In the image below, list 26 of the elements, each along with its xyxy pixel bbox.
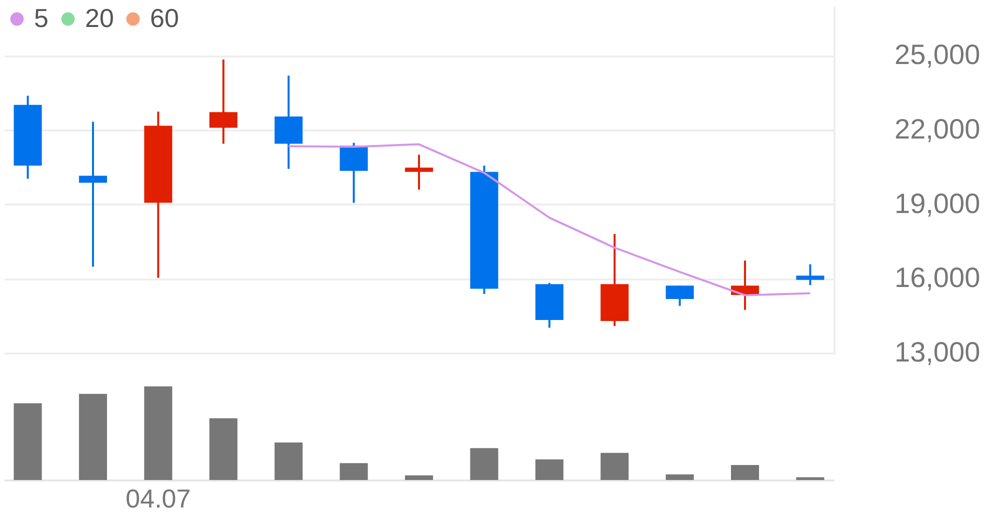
x-tick-label: 04.07 xyxy=(126,484,191,514)
bar xyxy=(404,475,434,480)
bar xyxy=(340,463,368,480)
candlestick xyxy=(796,263,824,286)
bar xyxy=(209,418,238,480)
line-series xyxy=(288,143,812,296)
bar xyxy=(666,474,694,480)
y-tick-label: 22,000 xyxy=(894,113,980,144)
bar xyxy=(470,448,498,480)
bar xyxy=(78,394,108,480)
legend-label: 20 xyxy=(85,3,114,33)
candlestick xyxy=(78,120,108,268)
bar xyxy=(14,403,42,480)
bar xyxy=(796,477,824,480)
bar xyxy=(600,452,629,480)
bar xyxy=(535,459,564,480)
bar xyxy=(730,465,760,480)
y-tick-label: 19,000 xyxy=(894,188,980,219)
candlestick xyxy=(404,154,434,191)
bar xyxy=(144,386,172,480)
y-tick-label: 25,000 xyxy=(894,39,980,70)
legend-label: 60 xyxy=(150,3,179,33)
bar xyxy=(274,442,303,480)
legend-label: 5 xyxy=(34,3,48,33)
y-tick-label: 16,000 xyxy=(894,262,980,294)
y-tick-label: 13,000 xyxy=(894,336,980,368)
